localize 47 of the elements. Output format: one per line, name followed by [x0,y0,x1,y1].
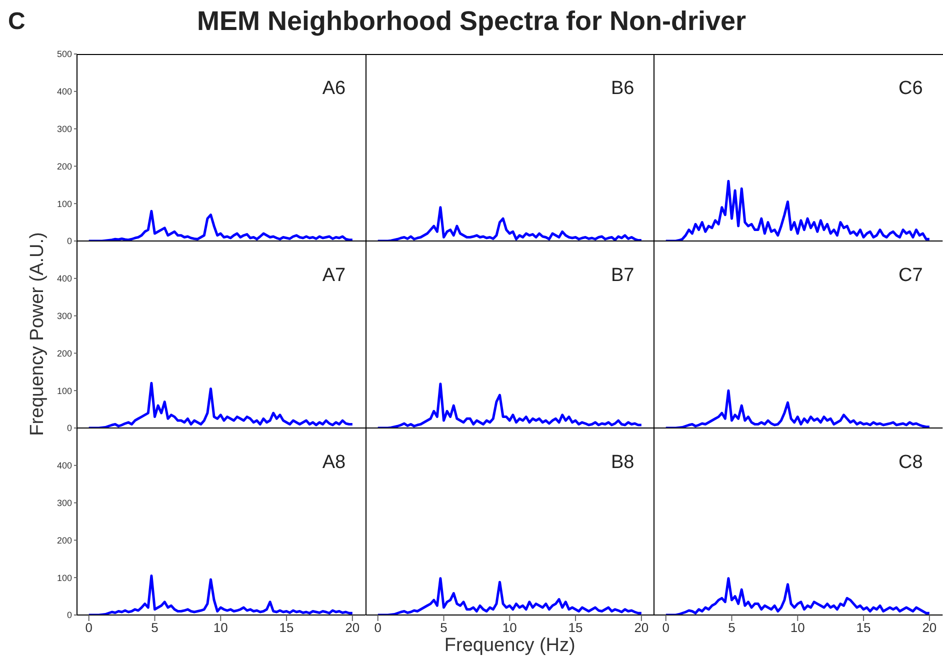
x-tick-label: 5 [440,620,447,636]
text: C7 [898,265,923,287]
x-tick-label: 0 [662,620,670,636]
text: MEM Neighborhood Spectra for Non-driver [196,6,746,36]
x-tick-label: 15 [856,620,871,636]
y-tick-label: 300 [57,310,72,321]
y-tick-label: 100 [57,386,72,396]
y-tick-label: 0 [67,423,72,434]
x-tick-label: 5 [151,620,158,636]
x-tick-label: 0 [374,620,382,636]
y-tick-label: 0 [67,236,72,246]
line-series [88,574,354,615]
text: A8 [322,452,346,474]
x-axis-title: Frequency (Hz) [443,635,576,657]
text: B8 [610,452,634,474]
x-tick-label: 15 [568,620,582,636]
x-tick-label: 10 [790,620,806,636]
y-tick-label: 200 [57,535,72,546]
text: B7 [610,265,634,287]
line-series [88,382,354,428]
y-tick-label: 200 [57,161,72,172]
text: C8 [898,452,923,474]
y-tick-label: 100 [57,198,72,209]
y-axis-title: Frequency Power (A.U.) [27,230,49,438]
y-tick-label: 500 [57,49,72,60]
text: A7 [322,265,346,287]
y-tick-label: 400 [57,274,72,284]
x-tick-label: 10 [213,620,228,636]
y-tick-label: 0 [67,610,72,620]
y-tick-label: 100 [57,572,72,583]
text: A6 [322,78,346,100]
text: B6 [610,78,634,100]
text: C6 [898,78,923,100]
x-tick-label: 5 [728,620,736,636]
y-tick-label: 200 [57,348,72,358]
x-tick-label: 15 [279,620,294,636]
y-tick-label: 300 [57,124,72,134]
line-series [88,210,354,241]
x-tick-label: 10 [502,620,516,636]
y-tick-label: 400 [57,460,72,471]
x-tick-label: 0 [85,620,92,636]
x-tick-label: 20 [922,620,937,636]
x-tick-label: 20 [634,620,648,636]
y-tick-label: 400 [57,86,72,97]
text: C [8,8,26,36]
y-tick-label: 300 [57,498,72,508]
x-tick-label: 20 [345,620,360,636]
